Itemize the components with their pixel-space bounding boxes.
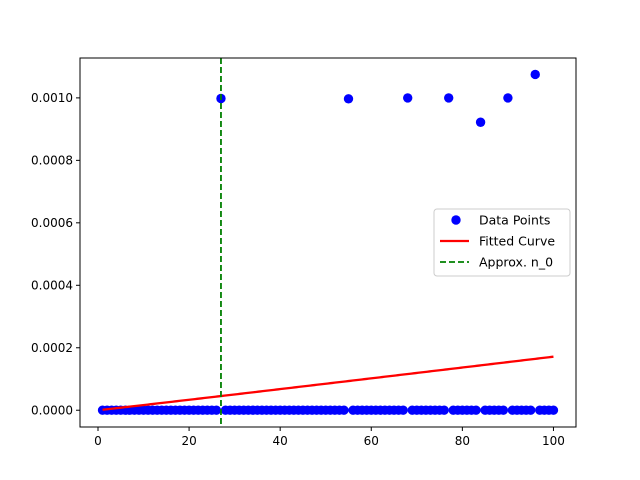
y-tick-label: 0.0002: [31, 341, 73, 355]
y-tick-label: 0.0010: [31, 91, 73, 105]
data-point-89: [498, 405, 509, 415]
plot-area: [97, 58, 559, 427]
data-point-67: [398, 405, 408, 415]
legend-marker-data-points: [451, 215, 461, 225]
x-tick-label: 60: [364, 434, 379, 448]
data-point-76: [439, 405, 449, 415]
x-tick-label: 0: [94, 434, 102, 448]
data-point-55: [343, 94, 354, 104]
legend-label-fitted-curve: Fitted Curve: [479, 234, 555, 249]
legend-label-approx-n0: Approx. n_0: [479, 255, 553, 270]
data-point-90: [503, 93, 513, 103]
legend: Data Points Fitted Curve Approx. n_0: [433, 208, 571, 277]
data-point-54: [339, 405, 349, 415]
legend-box: [433, 208, 571, 277]
x-tick-label: 100: [542, 434, 565, 448]
y-tick-label: 0.0008: [31, 154, 73, 168]
data-point-84: [475, 117, 486, 127]
x-tick-label: 40: [273, 434, 288, 448]
data-point-95: [525, 405, 536, 415]
data-point-96: [530, 69, 540, 80]
axis-ticks: 0 20 40 60 80 100 0.0000 0.0002 0.0004 0.0006 0.00…: [31, 91, 565, 448]
y-tick-label: 0.0004: [31, 279, 73, 293]
axes-frame: [79, 57, 577, 428]
data-point-83: [471, 405, 481, 415]
data-point-77: [444, 93, 454, 103]
fitted-curve-line: [102, 355, 554, 411]
y-tick-label: 0.0006: [31, 216, 73, 230]
x-tick-label: 80: [455, 434, 470, 448]
data-point-100: [548, 405, 559, 415]
y-tick-label: 0.0000: [31, 404, 73, 418]
data-point-26: [211, 405, 222, 415]
x-tick-label: 20: [181, 434, 196, 448]
plot-marks: [97, 58, 559, 427]
legend-label-data-points: Data Points: [479, 213, 550, 228]
data-point-68: [403, 93, 413, 103]
